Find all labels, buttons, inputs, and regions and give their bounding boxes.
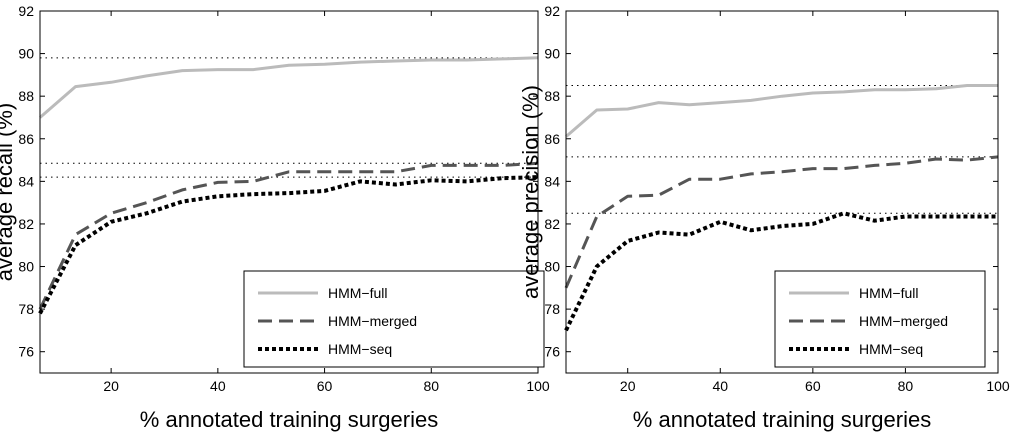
x-tick-label: 20: [620, 378, 636, 394]
legend-label: HMM−merged: [859, 313, 948, 329]
chart-panel-2: 76 78 80 82 84 86 88 90 92 20 40 60 80 100 % annotated…: [518, 3, 1010, 432]
y-tick-label: 88: [544, 88, 560, 104]
x-tick-label: 40: [712, 378, 728, 394]
y-tick-label: 92: [544, 3, 560, 19]
y-tick-label: 82: [544, 216, 560, 232]
legend: HMM−full HMM−merged HMM−seq: [243, 270, 545, 368]
y-tick-label: 90: [18, 46, 34, 62]
x-tick-label: 80: [898, 378, 914, 394]
legend-label: HMM−seq: [328, 341, 392, 357]
y-axis-label: average precision (%): [518, 85, 543, 299]
x-tick-label: 100: [526, 378, 550, 394]
plot-frame: [39, 10, 539, 374]
x-axis-label: % annotated training surgeries: [633, 407, 931, 432]
x-tick-label: 80: [423, 378, 439, 394]
y-tick-label: 86: [18, 131, 34, 147]
x-tick-label: 60: [805, 378, 821, 394]
y-tick-label: 76: [544, 344, 560, 360]
legend-label: HMM−merged: [328, 313, 417, 329]
y-tick-label: 78: [544, 301, 560, 317]
y-tick-label: 86: [544, 131, 560, 147]
y-tick-label: 84: [18, 173, 34, 189]
x-tick-label: 60: [317, 378, 333, 394]
y-tick-label: 90: [544, 46, 560, 62]
x-tick-label: 40: [210, 378, 226, 394]
x-axis-label: % annotated training surgeries: [140, 407, 438, 432]
y-tick-label: 92: [18, 3, 34, 19]
series-line-solid: [39, 56, 539, 119]
series-line-dotted: [564, 211, 998, 332]
y-tick-label: 80: [18, 259, 34, 275]
legend: HMM−full HMM−merged HMM−seq: [774, 270, 986, 368]
y-tick-label: 80: [544, 259, 560, 275]
y-tick-label: 82: [18, 216, 34, 232]
x-tick-label: 20: [103, 378, 119, 394]
legend-label: HMM−seq: [859, 341, 923, 357]
y-tick-label: 84: [544, 173, 560, 189]
y-tick-label: 88: [18, 88, 34, 104]
series-line-dashed: [38, 161, 539, 310]
y-tick-label: 76: [18, 344, 34, 360]
plot-frame: [565, 10, 999, 374]
y-axis-label: average recall (%): [0, 103, 17, 282]
y-tick-label: 78: [18, 301, 34, 317]
series-line-solid: [565, 84, 998, 138]
x-tick-label: 100: [986, 378, 1010, 394]
series-line-dashed: [564, 155, 999, 289]
chart-panel-1: 76 78 80 82 84 86 88 90 92 20 40 60 80 100 % annotated…: [0, 3, 550, 432]
legend-label: HMM−full: [859, 285, 919, 301]
legend-label: HMM−full: [328, 285, 388, 301]
